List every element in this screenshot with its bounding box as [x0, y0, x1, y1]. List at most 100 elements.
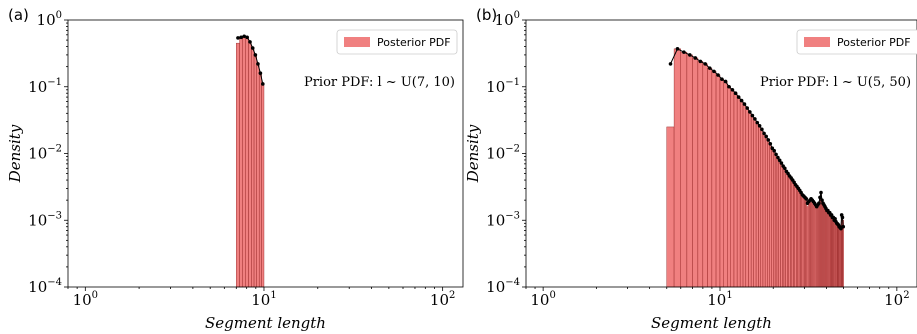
density-marker — [750, 113, 755, 118]
density-marker — [772, 148, 776, 153]
density-marker — [770, 146, 775, 151]
y-tick-label: 10−1 — [28, 77, 62, 96]
histogram-bar — [771, 148, 774, 288]
histogram-bar — [742, 103, 747, 288]
histogram-bar — [733, 93, 738, 288]
density-marker — [248, 40, 252, 44]
x-tick-label: 100 — [530, 290, 555, 309]
histogram-bar — [727, 86, 731, 288]
y-tick-label: 10−4 — [486, 277, 520, 296]
histogram-bar — [783, 168, 786, 288]
histogram-bar — [680, 51, 688, 288]
panel-a: (a) 100 101 102 100 10−1 10−2 10−3 10−4 Segment l… — [6, 6, 464, 332]
y-tick-label: 10−2 — [28, 144, 62, 163]
legend-label: Posterior PDF — [377, 36, 451, 49]
density-marker — [258, 71, 263, 75]
density-marker — [707, 66, 712, 70]
density-marker — [745, 106, 749, 110]
histogram-bar — [736, 96, 741, 288]
density-marker — [730, 88, 735, 92]
density-marker — [768, 141, 773, 146]
density-markers — [236, 34, 265, 86]
density-marker — [840, 215, 845, 220]
density-marker — [256, 62, 260, 66]
histogram-bar — [755, 122, 759, 288]
density-marker — [261, 82, 265, 86]
y-axis-label: Density — [6, 124, 24, 183]
density-marker — [720, 77, 724, 81]
histogram-bar — [790, 177, 793, 288]
legend-box — [336, 29, 458, 55]
density-marker — [833, 217, 837, 221]
histogram-bar — [261, 83, 265, 288]
histogram-bar — [745, 107, 749, 288]
histogram-bar — [791, 179, 794, 288]
density-marker — [819, 190, 823, 195]
y-tick-label: 10−3 — [28, 210, 62, 229]
histogram-bar — [715, 74, 721, 288]
histogram-bar — [788, 175, 791, 288]
density-marker — [779, 161, 784, 165]
histogram-bar — [785, 171, 788, 288]
histogram-bar — [798, 190, 801, 288]
histogram-bar — [767, 139, 770, 288]
density-marker — [766, 138, 771, 142]
histogram-bar — [748, 111, 752, 288]
prior-annotation: Prior PDF: l ~ U(5, 50) — [760, 75, 911, 90]
histogram-bar — [780, 162, 783, 288]
legend-box — [796, 29, 917, 55]
histogram-bar — [753, 118, 757, 288]
histogram-bar — [797, 188, 800, 288]
density-marker — [712, 69, 716, 74]
histogram-bar — [692, 57, 699, 288]
histogram-bar — [258, 72, 262, 288]
density-marker — [776, 155, 780, 160]
prior-annotation: Prior PDF: l ~ U(7, 10) — [304, 75, 455, 90]
density-marker — [748, 110, 752, 114]
legend: Posterior PDF — [336, 29, 458, 55]
density-marker — [774, 152, 778, 157]
x-tick-label: 102 — [430, 290, 455, 309]
histogram-bar — [242, 36, 246, 288]
panel-label: (b) — [476, 6, 497, 24]
density-marker — [762, 131, 766, 136]
density-marker — [703, 62, 708, 66]
histogram-bar — [794, 184, 797, 288]
density-marker — [841, 224, 846, 229]
panel-label: (a) — [8, 6, 29, 24]
density-marker — [682, 50, 686, 54]
histogram-bar — [253, 54, 257, 288]
histogram-bar — [702, 63, 708, 288]
histogram-bar — [796, 186, 798, 288]
histogram-bar — [842, 220, 844, 288]
histogram-bar — [723, 81, 728, 288]
y-tick-label: 10−3 — [486, 210, 520, 229]
density-marker — [782, 166, 787, 171]
x-tick-label: 102 — [884, 290, 909, 309]
y-tick-label: 10−1 — [486, 77, 520, 96]
density-marker — [242, 34, 247, 39]
histogram-bar — [248, 41, 252, 288]
histogram-bar — [686, 54, 693, 288]
density-marker — [693, 56, 698, 60]
histogram-bar — [782, 165, 785, 288]
histogram-bar — [719, 78, 724, 288]
legend: Posterior PDF — [796, 29, 917, 55]
histogram-bar — [760, 129, 764, 288]
y-tick-label: 100 — [37, 10, 62, 29]
density-marker — [753, 117, 757, 121]
histogram-bar — [666, 126, 675, 288]
histogram-bar — [787, 173, 790, 288]
histogram-bar — [762, 133, 766, 288]
x-tick-label: 100 — [73, 290, 98, 309]
histogram-bar — [245, 37, 249, 288]
histogram-bar — [774, 154, 778, 288]
density-marker — [742, 102, 747, 106]
histogram-bar — [793, 182, 796, 288]
density-marker — [688, 53, 692, 57]
legend-swatch — [804, 37, 830, 47]
density-marker — [245, 35, 249, 40]
density-marker — [804, 196, 809, 201]
histogram-bar — [711, 71, 717, 288]
density-marker — [817, 201, 821, 206]
